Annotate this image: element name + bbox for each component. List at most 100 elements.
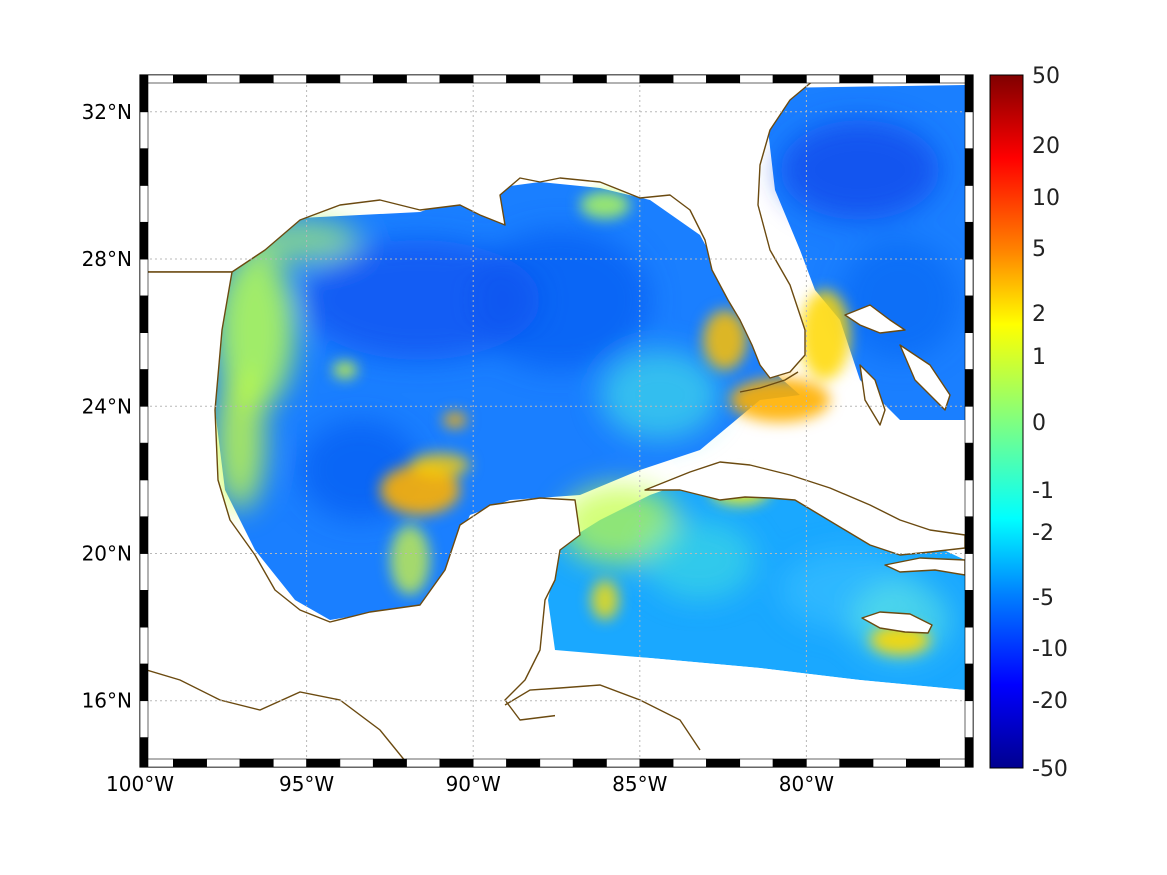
frame-band-top — [372, 74, 407, 84]
frame-band-right — [964, 369, 974, 407]
cuba-landmass — [644, 461, 966, 556]
frame-band-top — [839, 74, 874, 84]
colorbar-label: 1 — [1032, 345, 1046, 370]
frame-band-bottom — [173, 758, 207, 768]
frame-band-left — [139, 553, 149, 591]
frame-band-bottom — [239, 758, 274, 768]
frame-band-right — [964, 700, 974, 738]
colorbar-label: 5 — [1032, 237, 1046, 262]
frame-band-left — [139, 405, 149, 444]
frame-band-bottom — [306, 758, 341, 768]
map-grid — [140, 75, 973, 767]
y-tick-label: 24°N — [82, 394, 132, 418]
frame-band-top — [672, 74, 707, 84]
frame-band-right — [964, 221, 974, 260]
y-tick-label: 20°N — [82, 542, 132, 566]
frame-band-bottom — [272, 758, 307, 768]
jamaica-landmass — [861, 611, 933, 634]
map-frame — [139, 74, 974, 768]
x-tick-label: 80°W — [779, 772, 834, 796]
frame-band-left — [139, 185, 149, 223]
x-tick-label: 85°W — [612, 772, 667, 796]
frame-band-bottom — [772, 758, 807, 768]
frame-band-top — [173, 74, 207, 84]
colorbar-label: 0 — [1032, 411, 1046, 436]
frame-band-bottom — [739, 758, 774, 768]
frame-band-top — [472, 74, 507, 84]
frame-band-top — [872, 74, 907, 84]
frame-band-bottom — [806, 758, 841, 768]
south-data-gap — [555, 652, 965, 767]
frame-band-right — [964, 111, 974, 149]
frame-band-bottom — [372, 758, 407, 768]
y-tick-label: 16°N — [82, 689, 132, 713]
frame-band-right — [964, 258, 974, 297]
frame-band-right — [964, 332, 974, 370]
frame-band-bottom — [406, 758, 441, 768]
x-tick-labels: 100°W 95°W 90°W 85°W 80°W — [106, 772, 834, 796]
frame-band-right — [964, 626, 974, 665]
frame-band-right — [964, 405, 974, 444]
frame-band-left — [139, 700, 149, 738]
frame-band-top — [539, 74, 574, 84]
frame-band-top — [439, 74, 474, 84]
frame-band-left — [139, 626, 149, 665]
colorbar-label: -1 — [1032, 479, 1054, 504]
frame-band-bottom — [472, 758, 507, 768]
frame-band-top — [772, 74, 807, 84]
florida-keys — [739, 371, 799, 393]
frame-band-top — [406, 74, 441, 84]
frame-band-bottom — [639, 758, 674, 768]
frame-band-left — [139, 148, 149, 186]
frame-band-left — [139, 111, 149, 149]
frame-band-bottom — [539, 758, 574, 768]
land — [140, 75, 966, 767]
frame-band-top — [706, 74, 741, 84]
frame-band-left — [139, 295, 149, 333]
frame-band-right — [964, 553, 974, 591]
frame-band-right — [964, 663, 974, 702]
frame-band-top — [206, 74, 241, 84]
frame-band-right — [964, 185, 974, 223]
frame-band-top — [506, 74, 541, 84]
frame-band-left — [139, 516, 149, 554]
colorbar-label: -5 — [1032, 586, 1054, 611]
colorbar-label: -10 — [1032, 637, 1068, 662]
frame-band-left — [139, 74, 149, 113]
frame-band-top — [572, 74, 607, 84]
x-tick-label: 100°W — [106, 772, 174, 796]
frame-band-bottom — [439, 758, 474, 768]
frame-band-top — [306, 74, 341, 84]
frame-band-right — [964, 737, 974, 768]
colorbar-label: -20 — [1032, 689, 1068, 714]
frame-band-left — [139, 590, 149, 628]
frame-band-bottom — [506, 758, 541, 768]
frame-band-bottom — [872, 758, 907, 768]
frame-band-bottom — [572, 758, 607, 768]
frame-band-bottom — [206, 758, 241, 768]
frame-band-bottom — [906, 758, 940, 768]
frame-band-left — [139, 258, 149, 297]
frame-band-bottom — [672, 758, 707, 768]
colorbar-label: 10 — [1032, 186, 1060, 211]
colorbar-label: 2 — [1032, 302, 1046, 327]
y-tick-label: 32°N — [82, 100, 132, 124]
frame-band-left — [139, 442, 149, 481]
frame-band-top — [239, 74, 274, 84]
frame-band-right — [964, 295, 974, 333]
frame-band-bottom — [839, 758, 874, 768]
colorbar-label: -50 — [1032, 757, 1068, 782]
colorbar-label: -2 — [1032, 521, 1054, 546]
frame-band-top — [906, 74, 940, 84]
frame-band-bottom — [706, 758, 741, 768]
colorbar-label: 50 — [1032, 64, 1060, 89]
frame-band-bottom — [339, 758, 374, 768]
frame-band-left — [139, 221, 149, 260]
frame-band-top — [639, 74, 674, 84]
x-tick-label: 95°W — [279, 772, 334, 796]
frame-band-right — [964, 74, 974, 113]
frame-band-right — [964, 479, 974, 518]
